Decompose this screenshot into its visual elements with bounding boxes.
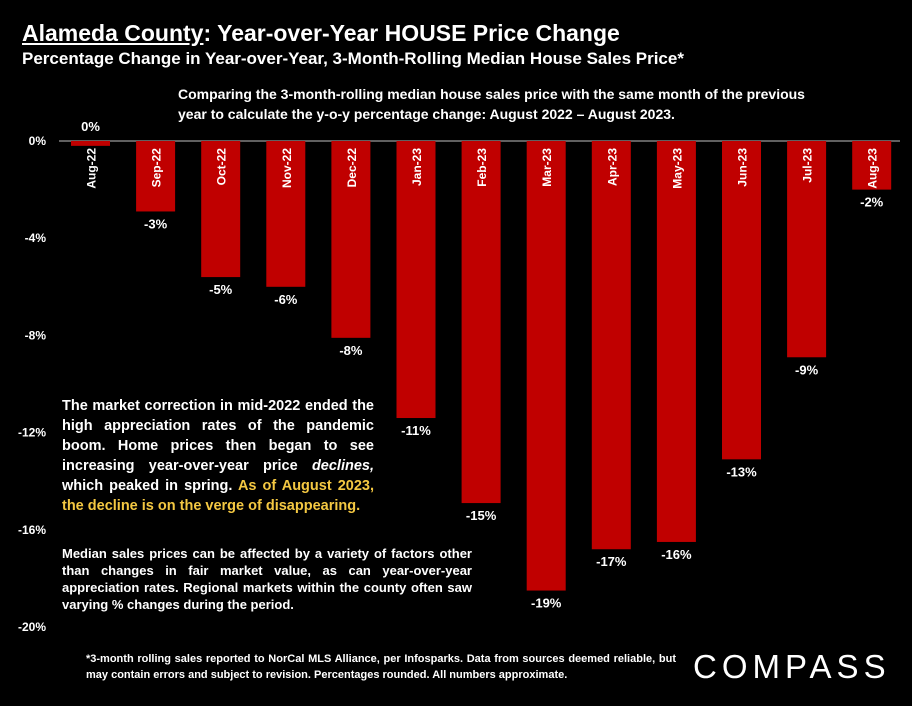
bar: [266, 141, 306, 287]
y-tick-label: 0%: [29, 134, 47, 148]
data-label: -13%: [726, 464, 757, 479]
commentary-emphasis: declines,: [311, 458, 374, 474]
chart-subtitle: Percentage Change in Year-over-Year, 3-M…: [22, 49, 684, 68]
data-label: -5%: [209, 282, 233, 297]
category-label: Mar-23: [540, 148, 554, 187]
bar: [526, 141, 566, 591]
bar: [656, 141, 696, 542]
commentary-highlight: As of August 2023, the decline is on the…: [62, 478, 374, 514]
data-label: -17%: [596, 554, 627, 569]
bar: [71, 141, 110, 146]
bar: [852, 141, 892, 190]
data-label: -9%: [795, 362, 819, 377]
category-label: Apr-23: [605, 148, 619, 186]
bar: [136, 141, 176, 212]
method-note: Comparing the 3-month-rolling median hou…: [178, 86, 805, 122]
bar: [722, 141, 761, 460]
data-label: -3%: [144, 216, 168, 231]
commentary-text-b: which peaked in spring.: [62, 478, 238, 494]
category-label: Jan-23: [410, 148, 424, 186]
category-label: Aug-23: [866, 148, 880, 189]
data-label: -19%: [531, 596, 562, 611]
y-tick-label: -12%: [18, 426, 46, 440]
y-tick-label: -4%: [25, 231, 47, 245]
commentary-box: The market correction in mid-2022 ended …: [62, 396, 374, 516]
category-label: Dec-22: [345, 148, 359, 188]
bar: [396, 141, 436, 419]
data-label: -11%: [401, 423, 431, 438]
bar: [201, 141, 241, 278]
y-tick-label: -16%: [18, 523, 46, 537]
y-tick-label: -8%: [25, 328, 47, 342]
category-label: Oct-22: [215, 148, 229, 186]
data-label: -6%: [274, 292, 298, 307]
category-label: Feb-23: [475, 148, 489, 187]
disclaimer-box: Median sales prices can be affected by a…: [62, 546, 472, 612]
data-label: -2%: [860, 195, 884, 210]
category-label: Jun-23: [736, 148, 750, 187]
y-tick-label: -20%: [18, 620, 46, 634]
category-label: Aug-22: [85, 148, 99, 189]
bar: [461, 141, 501, 504]
category-label: Nov-22: [280, 148, 294, 188]
title-county: Alameda County: [22, 20, 204, 46]
category-label: Jul-23: [801, 148, 815, 183]
commentary-text-a: The market correction in mid-2022 ended …: [62, 398, 374, 474]
chart-title: Alameda County: Year-over-Year HOUSE Pri…: [22, 20, 620, 47]
category-label: Sep-22: [150, 148, 164, 188]
compass-logo: COMPASS: [693, 648, 891, 685]
data-label: -8%: [339, 343, 363, 358]
data-label: -15%: [466, 508, 497, 523]
data-label: 0%: [81, 119, 100, 134]
footnote: *3-month rolling sales reported to NorCa…: [86, 653, 676, 681]
bar: [591, 141, 631, 550]
data-label: -16%: [661, 547, 692, 562]
title-rest: : Year-over-Year HOUSE Price Change: [203, 20, 620, 46]
bar: [787, 141, 827, 358]
category-label: May-23: [670, 148, 684, 189]
bar: [331, 141, 371, 338]
